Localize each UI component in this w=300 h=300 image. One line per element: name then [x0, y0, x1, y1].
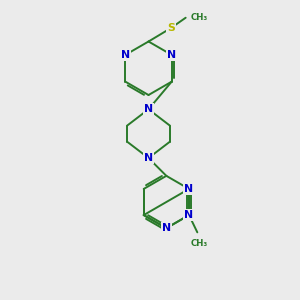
Text: N: N — [184, 210, 194, 220]
Text: N: N — [184, 184, 194, 194]
Text: CH₃: CH₃ — [190, 239, 207, 248]
Text: N: N — [144, 104, 153, 114]
Text: N: N — [121, 50, 130, 60]
Text: N: N — [162, 223, 171, 233]
Text: N: N — [144, 153, 153, 163]
Text: S: S — [167, 23, 175, 33]
Text: CH₃: CH₃ — [191, 13, 208, 22]
Text: N: N — [167, 50, 176, 60]
